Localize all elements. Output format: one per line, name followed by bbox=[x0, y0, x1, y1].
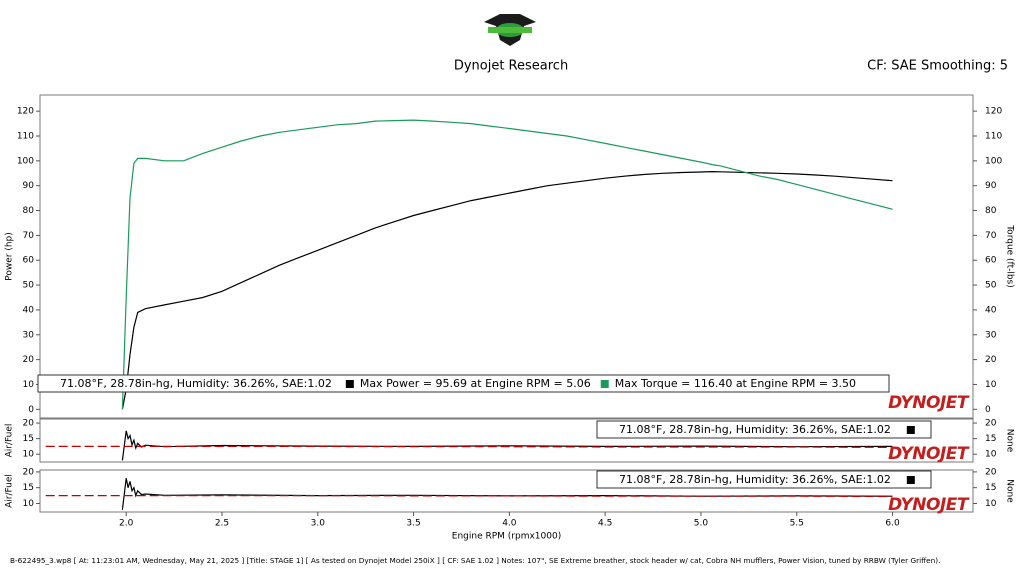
y2-tick-label: 60 bbox=[985, 256, 997, 266]
y-tick-label: 120 bbox=[17, 107, 34, 117]
y-tick-label: 10 bbox=[23, 450, 35, 460]
y-tick-label: 60 bbox=[23, 256, 35, 266]
legend-title: 71.08°F, 28.78in-hg, Humidity: 36.26%, S… bbox=[60, 377, 332, 390]
x-tick-label: 5.5 bbox=[790, 519, 804, 529]
y2-tick-label: 110 bbox=[985, 131, 1002, 141]
y2-tick-label: 20 bbox=[985, 355, 997, 365]
x-tick-label: 5.0 bbox=[694, 519, 709, 529]
y2-tick-label: 15 bbox=[985, 434, 996, 444]
y2-tick-label: 0 bbox=[985, 405, 991, 415]
y-tick-label: 50 bbox=[23, 281, 35, 291]
data-line bbox=[121, 119, 893, 410]
legend-swatch bbox=[600, 380, 609, 388]
y-tick-label: 10 bbox=[23, 380, 35, 390]
data-line bbox=[45, 445, 893, 448]
legend-box bbox=[596, 420, 932, 439]
y2-tick-label: 10 bbox=[985, 450, 997, 460]
y-tick-label: 15 bbox=[23, 434, 34, 444]
legend-entry: Max Power = 95.69 at Engine RPM = 5.06 bbox=[360, 377, 591, 390]
y2-axis-label: None bbox=[1005, 479, 1015, 503]
y-tick-label: 100 bbox=[17, 156, 34, 166]
y-axis-label: Power (hp) bbox=[5, 232, 15, 281]
y2-tick-label: 10 bbox=[985, 499, 997, 509]
header-settings: CF: SAE Smoothing: 5 bbox=[867, 59, 1008, 74]
y-tick-label: 30 bbox=[23, 330, 35, 340]
y2-axis-label: None bbox=[1005, 429, 1015, 453]
y2-tick-label: 30 bbox=[985, 330, 997, 340]
logo bbox=[484, 14, 536, 46]
legend-swatch bbox=[906, 476, 915, 484]
y2-tick-label: 80 bbox=[985, 206, 997, 216]
y-tick-label: 90 bbox=[23, 181, 35, 191]
x-tick-label: 3.5 bbox=[406, 519, 420, 529]
y-axis-label: Air/Fuel bbox=[5, 424, 15, 458]
y2-tick-label: 90 bbox=[985, 181, 997, 191]
data-line bbox=[45, 495, 893, 498]
y2-tick-label: 20 bbox=[985, 419, 997, 429]
x-tick-label: 4.5 bbox=[598, 519, 612, 529]
watermark: DYNOJET bbox=[888, 444, 970, 464]
x-axis-label: Engine RPM (rpmx1000) bbox=[452, 532, 561, 542]
legend-box bbox=[37, 374, 890, 393]
y2-tick-label: 10 bbox=[985, 380, 997, 390]
x-tick-label: 4.0 bbox=[502, 519, 517, 529]
legend-entry: 71.08°F, 28.78in-hg, Humidity: 36.26%, S… bbox=[619, 473, 891, 486]
legend-box bbox=[596, 470, 932, 489]
y-tick-label: 20 bbox=[23, 467, 35, 477]
legend: 71.08°F, 28.78in-hg, Humidity: 36.26%, S… bbox=[596, 470, 932, 489]
y-tick-label: 20 bbox=[23, 355, 35, 365]
y2-tick-label: 40 bbox=[985, 305, 997, 315]
plot-frame bbox=[39, 94, 974, 419]
x-tick-label: 2.5 bbox=[215, 519, 229, 529]
legend: 71.08°F, 28.78in-hg, Humidity: 36.26%, S… bbox=[37, 374, 890, 393]
legend-swatch bbox=[906, 426, 915, 434]
y2-tick-label: 100 bbox=[985, 156, 1002, 166]
legend: 71.08°F, 28.78in-hg, Humidity: 36.26%, S… bbox=[596, 420, 932, 439]
x-tick-label: 2.0 bbox=[119, 519, 134, 529]
header-title: Dynojet Research bbox=[454, 59, 568, 74]
y-tick-label: 40 bbox=[23, 305, 35, 315]
legend-entry: Max Torque = 116.40 at Engine RPM = 3.50 bbox=[615, 377, 856, 390]
y-tick-label: 70 bbox=[23, 231, 35, 241]
y-tick-label: 80 bbox=[23, 206, 35, 216]
watermark: DYNOJET bbox=[888, 495, 970, 515]
data-line bbox=[121, 170, 893, 410]
y-tick-label: 20 bbox=[23, 419, 35, 429]
y2-tick-label: 15 bbox=[985, 483, 996, 493]
y-axis-label: Air/Fuel bbox=[5, 474, 15, 508]
y-tick-label: 110 bbox=[17, 131, 34, 141]
y-tick-label: 0 bbox=[28, 405, 34, 415]
legend-entry: 71.08°F, 28.78in-hg, Humidity: 36.26%, S… bbox=[619, 423, 891, 436]
y2-tick-label: 70 bbox=[985, 231, 997, 241]
y-tick-label: 15 bbox=[23, 483, 34, 493]
watermark: DYNOJET bbox=[888, 393, 970, 413]
legend-swatch bbox=[345, 380, 354, 388]
footer: B-622495_3.wp8 [ At: 11:23:01 AM, Wednes… bbox=[10, 556, 940, 565]
x-tick-label: 3.0 bbox=[311, 519, 326, 529]
y2-tick-label: 120 bbox=[985, 107, 1002, 117]
y2-axis-label: Torque (ft-lbs) bbox=[1005, 224, 1015, 288]
y2-tick-label: 20 bbox=[985, 467, 997, 477]
y2-tick-label: 50 bbox=[985, 281, 997, 291]
y-tick-label: 10 bbox=[23, 499, 35, 509]
x-tick-label: 6.0 bbox=[885, 519, 900, 529]
